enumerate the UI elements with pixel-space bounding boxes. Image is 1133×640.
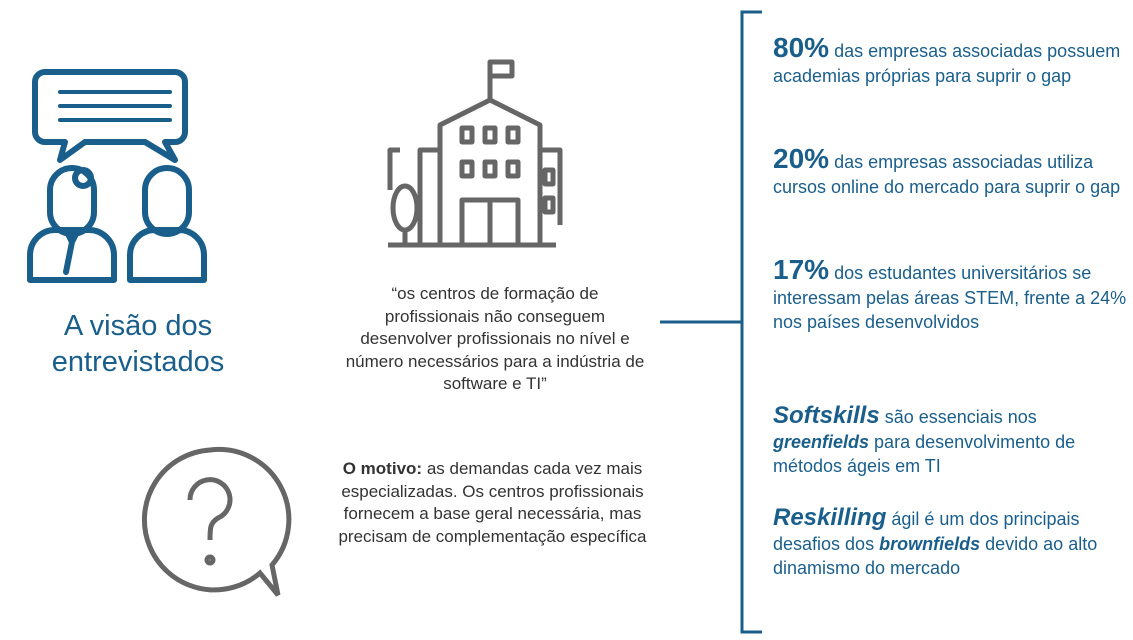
bracket	[660, 10, 762, 634]
interview-icon	[27, 69, 207, 283]
finding: 17% dos estudantes universitários se int…	[773, 256, 1133, 335]
finding-emphasis: brownfields	[879, 533, 981, 554]
finding-emphasis: greenfields	[773, 431, 870, 452]
finding-text: dos estudantes universitários se interes…	[773, 263, 1127, 332]
finding-text: das empresas associadas utiliza cursos o…	[773, 152, 1121, 197]
finding-text: são essenciais nos	[884, 407, 1037, 427]
finding-text: ágil é um dos principais desafios dos	[773, 509, 1080, 554]
reason-text: as demandas cada vez mais especializadas…	[338, 459, 647, 546]
finding: Reskilling ágil é um dos principais desa…	[773, 506, 1133, 581]
finding-lead: 17%	[773, 254, 830, 285]
finding-lead: Softskills	[773, 402, 880, 429]
finding-text: das empresas associadas possuem academia…	[773, 41, 1121, 86]
finding: 80% das empresas associadas possuem acad…	[773, 34, 1133, 88]
finding-lead: Reskilling	[773, 504, 887, 531]
heading: A visão dos entrevistados	[51, 310, 225, 378]
quote: “os centros de formação de profissionais…	[345, 284, 645, 393]
finding-text: para desenvolvimento de métodos ágeis em…	[773, 431, 1076, 477]
finding-lead: 80%	[773, 32, 830, 63]
finding: Softskills são essenciais nos greenfield…	[773, 404, 1133, 479]
finding-text: devido ao alto dinamismo do mercado	[773, 533, 1098, 579]
reason: O motivo: as demandas cada vez mais espe…	[320, 458, 665, 548]
building-icon	[387, 59, 563, 248]
question-icon	[142, 446, 292, 597]
reason-label: O motivo:	[342, 459, 423, 478]
finding-lead: 20%	[773, 143, 830, 174]
finding: 20% das empresas associadas utiliza curs…	[773, 145, 1133, 199]
